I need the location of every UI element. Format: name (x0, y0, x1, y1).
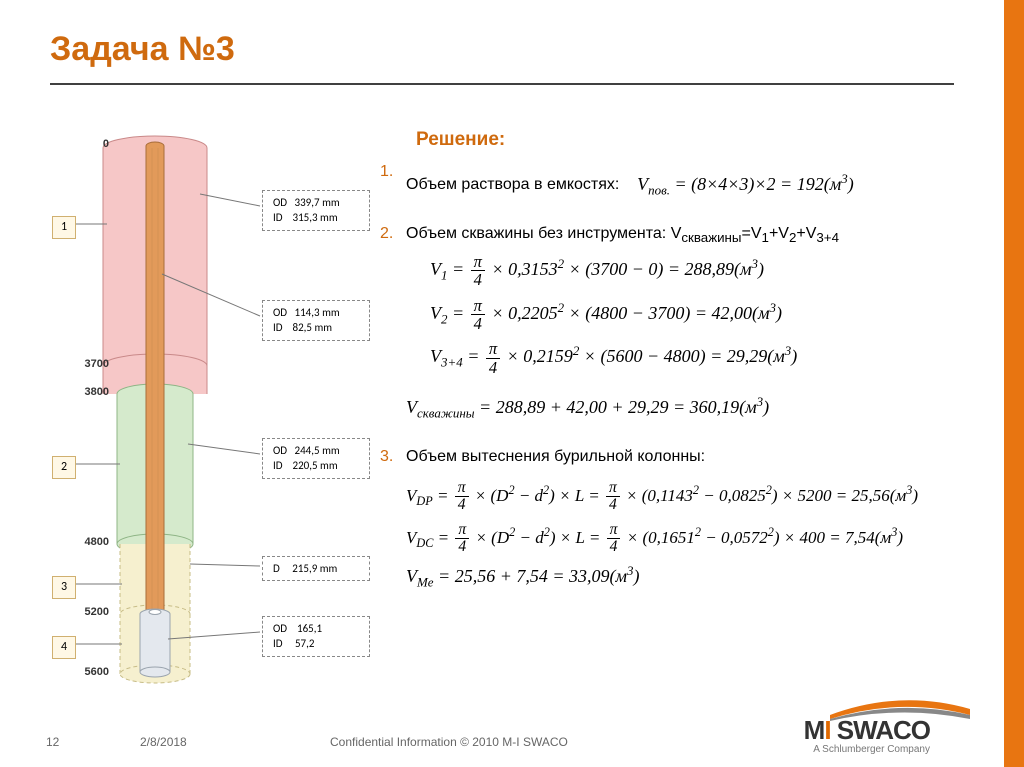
logo-swoosh-icon (830, 695, 970, 721)
label-casing2: OD 244,5 mm ID 220,5 mm (262, 438, 370, 479)
side-stripe (1004, 0, 1024, 767)
depth-3800: 3800 (75, 386, 109, 398)
step-2-eq1: V1 = π4 × 0,31532 × (3700 − 0) = 288,89(… (430, 253, 980, 289)
depth-4800: 4800 (75, 536, 109, 548)
label-casing1: OD 339,7 mm ID 315,3 mm (262, 190, 370, 231)
logo: MI SWACO A Schlumberger Company (804, 715, 930, 755)
date: 2/8/2018 (140, 735, 187, 749)
step-2-eq2: V2 = π4 × 0,22052 × (4800 − 3700) = 42,0… (430, 297, 980, 333)
logo-tagline: A Schlumberger Company (804, 744, 930, 755)
label-bit: D 215,9 mm (262, 556, 370, 581)
label-drillpipe: OD 114,3 mm ID 82,5 mm (262, 300, 370, 341)
wellbore-diagram: 0 3700 3800 4800 5200 5600 1 2 3 4 OD 33… (40, 134, 370, 694)
num-box-3: 3 (52, 576, 76, 599)
content-area: 0 3700 3800 4800 5200 5600 1 2 3 4 OD 33… (0, 104, 984, 703)
slide: Задача №3 (0, 0, 1004, 767)
num-box-2: 2 (52, 456, 76, 479)
step-2-text: Объем скважины без инструмента: Vскважин… (406, 225, 839, 242)
step-2: 2. Объем скважины без инструмента: Vсква… (380, 225, 980, 430)
solution-title: Решение: (416, 129, 980, 151)
confidential: Confidential Information © 2010 M-I SWAC… (330, 735, 568, 749)
step-2-eq4: Vскважины = 288,89 + 42,00 + 29,29 = 360… (406, 394, 980, 422)
step-3-eq2: VDC = π4 × (D2 − d2) × L = π4 × (0,16512… (406, 522, 980, 556)
drill-collar (140, 609, 170, 677)
label-dc: OD 165,1 ID 57,2 (262, 616, 370, 657)
step-1-eq: Vпов. = (8×4×3)×2 = 192(м3) (637, 171, 854, 199)
depth-5600: 5600 (75, 666, 109, 678)
step-1-text: Объем раствора в емкостях: (406, 176, 619, 193)
slide-title: Задача №3 (0, 0, 1004, 69)
depth-0: 0 (75, 138, 109, 150)
depth-5200: 5200 (75, 606, 109, 618)
step-3-eq3: VMe = 25,56 + 7,54 = 33,09(м3) (406, 563, 980, 591)
page-number: 12 (46, 735, 59, 749)
step-3-eq1: VDP = π4 × (D2 − d2) × L = π4 × (0,11432… (406, 480, 980, 514)
depth-3700: 3700 (75, 358, 109, 370)
step-1: 1. Объем раствора в емкостях: Vпов. = (8… (380, 163, 980, 207)
drill-pipe (146, 142, 164, 614)
step-2-eq3: V3+4 = π4 × 0,21592 × (5600 − 4800) = 29… (430, 340, 980, 376)
num-box-1: 1 (52, 216, 76, 239)
step-3: 3. Объем вытеснения бурильной колонны: V… (380, 448, 980, 599)
title-rule (50, 83, 954, 85)
num-box-4: 4 (52, 636, 76, 659)
step-3-text: Объем вытеснения бурильной колонны: (406, 448, 705, 465)
solution-column: Решение: 1. Объем раствора в емкостях: V… (380, 129, 980, 617)
